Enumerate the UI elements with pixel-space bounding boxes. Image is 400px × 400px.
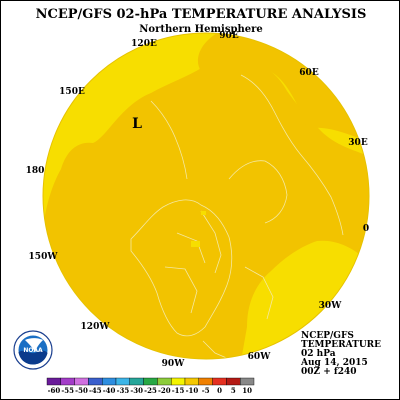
colorbar-swatch — [88, 377, 103, 386]
noaa-logo-text: NOAA — [23, 347, 43, 354]
colorbar-tick-label: -5 — [202, 386, 210, 395]
colorbar-tick-label: 0 — [217, 386, 222, 395]
colorbar-tick-label: -20 — [158, 386, 171, 395]
cool-pocket-60e — [249, 114, 277, 136]
colorbar-swatch — [115, 377, 131, 386]
colorbar-tick-label: -50 — [75, 386, 88, 395]
lon-label-120w: 120W — [81, 322, 111, 332]
colorbar-tick-label: 10 — [242, 386, 252, 395]
lon-label-60e: 60E — [299, 68, 319, 78]
lon-label-180: 180 — [26, 166, 45, 176]
colorbar-tick-label: -60 — [48, 386, 61, 395]
lon-label-150w: 150W — [29, 252, 59, 262]
low-marker: L — [132, 116, 142, 132]
colorbar-swatch — [143, 377, 158, 386]
lon-label-30w: 30W — [319, 301, 343, 311]
colorbar-swatch — [212, 377, 227, 386]
colorbar-swatch — [239, 377, 255, 386]
map-title: NCEP/GFS 02-hPa TEMPERATURE ANALYSIS — [36, 7, 367, 22]
temperature-field — [43, 33, 369, 359]
info-line-model: NCEP/GFS — [301, 331, 354, 341]
colorbar-swatch — [46, 377, 62, 386]
info-line-date: Aug 14, 2015 — [300, 358, 368, 368]
info-line-forecast: 00Z + f240 — [301, 367, 357, 377]
colorbar-swatch — [74, 377, 89, 386]
map-subtitle: Northern Hemisphere — [139, 24, 262, 35]
colorbar-swatch — [60, 377, 75, 386]
colorbar-tick-label: -15 — [172, 386, 185, 395]
colorbar-swatch — [226, 377, 241, 386]
lon-label-90w: 90W — [162, 359, 186, 369]
hemisphere-outline — [42, 32, 370, 360]
lon-label-30e: 30E — [348, 138, 368, 148]
lon-label-120e: 120E — [131, 39, 157, 49]
info-block: NCEP/GFS TEMPERATURE 02 hPa Aug 14, 2015… — [300, 331, 381, 377]
lon-label-90e: 90E — [219, 31, 239, 41]
colorbar-swatch — [170, 377, 186, 386]
colorbar-tick-label: -25 — [144, 386, 157, 395]
colorbar-swatch — [101, 377, 117, 386]
colorbar-swatch — [184, 377, 200, 386]
info-line-field: TEMPERATURE — [301, 340, 381, 350]
colorbar: -60 -55 -50 -45 -40 -35 -30 -25 -20 -15 -10 -5 0 5 10 — [46, 377, 255, 395]
coastlines — [130, 74, 344, 359]
colorbar-swatch — [198, 377, 213, 386]
lon-label-60w: 60W — [248, 352, 272, 362]
colorbar-tick-label: -45 — [89, 386, 102, 395]
warm-spot-arctic — [201, 211, 206, 215]
noaa-logo: NOAA — [13, 330, 53, 370]
lon-label-150e: 150E — [59, 87, 85, 97]
colorbar-tick-label: 5 — [231, 386, 236, 395]
colorbar-tick-label: -55 — [61, 386, 74, 395]
lon-label-0: 0 — [363, 224, 369, 234]
colorbar-tick-label: -10 — [186, 386, 199, 395]
colorbar-swatch — [157, 377, 172, 386]
warm-spot-pole — [191, 241, 200, 247]
colorbar-tick-label: -40 — [103, 386, 116, 395]
colorbar-swatch — [129, 377, 144, 386]
colorbar-tick-label: -35 — [117, 386, 130, 395]
colorbar-tick-label: -30 — [130, 386, 143, 395]
info-line-level: 02 hPa — [301, 349, 336, 359]
